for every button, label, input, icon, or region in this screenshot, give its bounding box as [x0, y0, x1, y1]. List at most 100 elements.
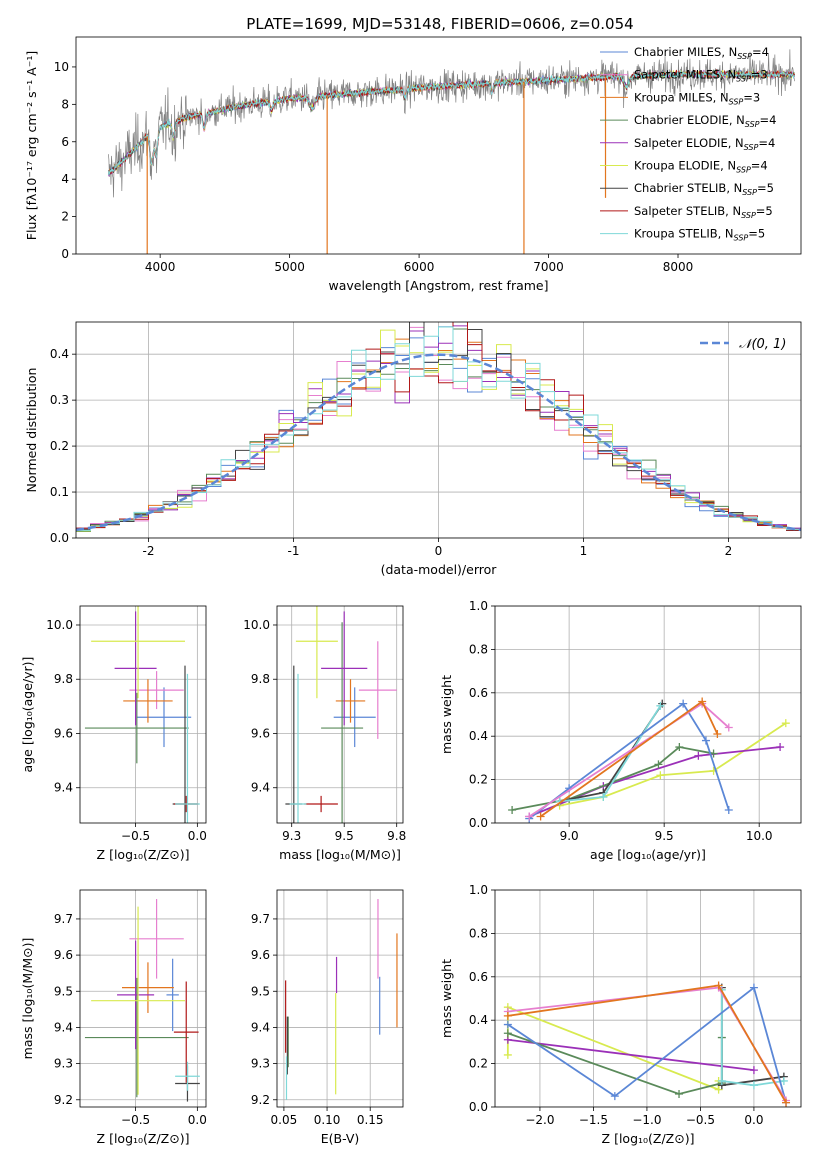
weight_vs_age-axes: 9.0 9.5 10.0 0.0 0.2 0.4 0.6 0.8 1.0 age [log₁₀(a… — [439, 599, 802, 862]
age_vs_Z-frame — [79, 605, 207, 824]
legend-value: =4 — [751, 159, 768, 173]
weight-marker — [779, 1076, 788, 1085]
spectrum-legend: Chabrier MILES, NSSP=4 Salpeter MILES, NS… — [600, 45, 776, 243]
legend-label: Kroupa ELODIE, NSSP=4 — [634, 159, 768, 175]
weight-marker — [654, 760, 663, 769]
x-tick-label: -2 — [143, 544, 155, 558]
weight-marker — [749, 1066, 758, 1075]
residual-histogram — [76, 322, 801, 531]
weight_vs_Z-frame — [494, 889, 802, 1108]
weight-line — [720, 989, 785, 1087]
y-tick-label: 0.4 — [50, 347, 69, 361]
y-tick-label: 9.2 — [251, 1093, 270, 1107]
y-tick-label: 1.0 — [469, 599, 488, 613]
y-axis-label: Normed distribution — [24, 368, 39, 493]
y-tick-label: 10.0 — [46, 618, 73, 632]
spectrum-axes: 4000 5000 6000 7000 8000 0 2 4 6 8 10 wavelength [A… — [24, 36, 802, 293]
y-tick-label: 9.7 — [54, 912, 73, 926]
weight-line — [507, 986, 787, 1103]
residuals-axes: -2 -1 0 1 2 0.0 0.1 0.2 0.3 0.4 (data-model)/error… — [24, 321, 802, 577]
weight-marker — [724, 805, 733, 814]
x-tick-label: 9.0 — [560, 829, 579, 843]
y-axis-label: Flux [fλ10⁻¹⁷ erg cm⁻² s⁻¹ A⁻¹] — [24, 51, 39, 240]
legend-value: =4 — [760, 113, 777, 127]
y-tick-label: 9.8 — [251, 672, 270, 686]
legend-subscript: SSP — [737, 52, 752, 61]
y-tick-label: 0.4 — [469, 1013, 488, 1027]
x-tick-label: 0.0 — [188, 829, 207, 843]
weight_vs_Z-plot — [495, 890, 801, 1107]
weight-marker — [503, 1020, 512, 1029]
y-axis-label: mass weight — [439, 959, 454, 1038]
legend-label: Chabrier MILES, NSSP=4 — [634, 45, 769, 61]
x-tick-label: −0.5 — [121, 829, 150, 843]
weight-marker — [536, 812, 545, 821]
y-tick-label: 9.4 — [54, 1020, 73, 1034]
x-tick-label: −1.5 — [579, 1113, 608, 1127]
legend-value: =5 — [756, 204, 773, 218]
figure-title: PLATE=1699, MJD=53148, FIBERID=0606, z=0… — [246, 15, 633, 33]
x-tick-label: 0.05 — [271, 1113, 298, 1127]
y-tick-label: 0.2 — [469, 773, 488, 787]
weight-marker — [776, 743, 785, 752]
mass_vs_ebv-plot — [277, 890, 403, 1107]
weight-line — [506, 1005, 720, 1091]
weight-marker — [714, 1085, 723, 1094]
x-tick-label: 4000 — [145, 260, 176, 274]
mass_vs_Z-plot — [80, 890, 206, 1107]
y-tick-label: 0.4 — [469, 729, 488, 743]
legend-label: Chabrier ELODIE, NSSP=4 — [634, 113, 776, 129]
legend-subscript: SSP — [736, 166, 751, 175]
x-tick-label: −0.5 — [121, 1113, 150, 1127]
x-tick-label: −1.0 — [632, 1113, 661, 1127]
legend-label: Kroupa STELIB, NSSP=5 — [634, 227, 765, 243]
legend-subscript: SSP — [729, 97, 744, 106]
legend-value: =5 — [757, 181, 774, 195]
age_vs_mass-axes: 9.3 9.5 9.8 9.4 9.6 9.8 10.0 mass [log₁₀(M/M⊙)] — [243, 605, 406, 862]
y-tick-label: 9.4 — [54, 781, 73, 795]
x-tick-label: 7000 — [533, 260, 564, 274]
legend-value: =4 — [752, 45, 769, 59]
age_vs_mass-plot — [277, 606, 403, 823]
mass_vs_Z-frame — [79, 889, 207, 1108]
weight-marker — [675, 743, 684, 752]
weight-marker — [781, 719, 790, 728]
y-tick-label: 8 — [61, 97, 69, 111]
normal-curve — [76, 353, 801, 532]
residuals-plot — [76, 322, 801, 538]
legend-label: Salpeter STELIB, NSSP=5 — [634, 204, 773, 220]
legend-label: Kroupa MILES, NSSP=3 — [634, 90, 760, 106]
legend-value: =5 — [748, 227, 765, 241]
x-tick-label: 0.0 — [744, 1113, 763, 1127]
y-tick-label: 9.7 — [251, 912, 270, 926]
weight-marker — [503, 1011, 512, 1020]
y-tick-label: 9.4 — [251, 1020, 270, 1034]
x-tick-label: 10.0 — [746, 829, 773, 843]
x-tick-label: -1 — [288, 544, 300, 558]
y-tick-label: 0.0 — [469, 1100, 488, 1114]
weight_vs_age-plot — [495, 606, 801, 823]
x-axis-label: mass [log₁₀(M/M⊙)] — [279, 847, 401, 862]
y-tick-label: 0.8 — [469, 642, 488, 656]
x-tick-label: 9.5 — [335, 829, 354, 843]
weight-marker — [749, 983, 758, 992]
weight-marker — [503, 1050, 512, 1059]
legend-subscript: SSP — [745, 120, 760, 129]
y-tick-label: 4 — [61, 172, 69, 186]
weight-line — [507, 1038, 755, 1072]
y-tick-label: 9.8 — [54, 672, 73, 686]
y-tick-label: 0 — [61, 247, 69, 261]
y-tick-label: 10.0 — [243, 618, 270, 632]
legend-subscript: SSP — [736, 75, 751, 84]
y-tick-label: 9.3 — [251, 1057, 270, 1071]
weight-marker — [656, 771, 665, 780]
y-tick-label: 9.4 — [251, 781, 270, 795]
mass_vs_ebv-frame — [276, 889, 404, 1108]
age_vs_Z-axes: −0.5 0.0 9.4 9.6 9.8 10.0 Z [log₁₀(Z/Z⊙)] age [… — [20, 605, 207, 862]
x-tick-label: 0 — [435, 544, 443, 558]
weight-marker — [599, 792, 608, 801]
model-spectrum — [107, 69, 795, 176]
weight-marker — [724, 723, 733, 732]
x-tick-label: 5000 — [274, 260, 305, 274]
